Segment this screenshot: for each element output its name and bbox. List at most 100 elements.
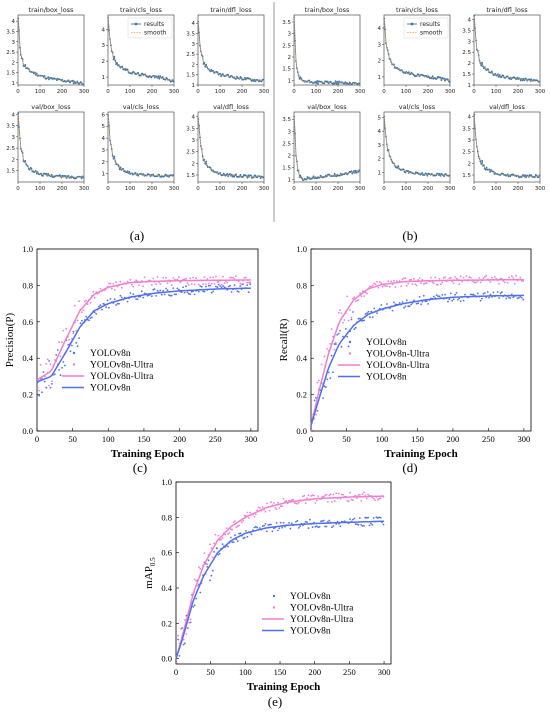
y-tick-label: 0.4 xyxy=(22,353,33,363)
results-point xyxy=(312,175,315,178)
data-point xyxy=(330,328,333,330)
data-point xyxy=(427,303,429,305)
data-point xyxy=(86,303,89,305)
data-point xyxy=(442,277,445,279)
smooth-line xyxy=(197,19,263,82)
y-tick-label: 3 xyxy=(378,42,382,48)
data-point xyxy=(329,343,332,345)
data-point xyxy=(320,363,323,366)
results-point xyxy=(510,78,513,81)
data-point xyxy=(113,289,116,291)
plot-frame xyxy=(107,14,175,86)
loss-legend: results smooth xyxy=(403,17,449,39)
data-point xyxy=(231,528,234,531)
results-point xyxy=(112,58,115,61)
data-point xyxy=(309,518,311,521)
data-point xyxy=(239,285,242,287)
data-point xyxy=(221,537,224,539)
plot-frame xyxy=(473,14,541,86)
results-point xyxy=(354,171,356,174)
data-point xyxy=(349,518,351,521)
data-point xyxy=(346,335,349,338)
data-point xyxy=(357,494,360,496)
data-point xyxy=(223,282,226,284)
results-point xyxy=(500,76,503,79)
y-tick-label: 1.5 xyxy=(186,73,195,79)
data-point xyxy=(162,277,165,279)
data-point xyxy=(66,344,69,346)
results-point xyxy=(137,72,140,74)
data-point xyxy=(326,347,329,350)
results-point xyxy=(357,170,360,173)
data-point xyxy=(116,285,119,288)
data-point xyxy=(85,315,88,318)
data-point xyxy=(354,300,357,302)
y-axis-label-subscript: 0.5 xyxy=(149,557,157,566)
data-point xyxy=(230,291,233,293)
data-point xyxy=(438,278,441,280)
data-point xyxy=(175,661,178,664)
data-point xyxy=(370,522,372,525)
data-point xyxy=(264,510,267,513)
loss-subplot: val/dfl_loss 1.5 2 2.5 3 3.5 4 0 100 200 300 xyxy=(462,103,545,192)
data-point xyxy=(357,299,360,302)
data-point xyxy=(296,503,299,505)
x-tick-label: 0 xyxy=(292,186,296,192)
data-point xyxy=(444,293,446,296)
data-point xyxy=(334,341,337,344)
data-point xyxy=(346,295,349,298)
data-point xyxy=(421,278,424,281)
results-point xyxy=(516,76,519,79)
data-point xyxy=(454,276,456,278)
results-point xyxy=(317,82,319,85)
legend-label: YOLOv8n xyxy=(366,338,407,348)
x-tick-label: 150 xyxy=(138,434,151,444)
x-tick-label: 200 xyxy=(423,89,434,95)
data-point xyxy=(333,348,336,351)
results-point xyxy=(448,81,451,83)
y-tick-label: 0.0 xyxy=(296,426,307,436)
results-point xyxy=(421,172,423,174)
data-point xyxy=(421,300,424,303)
data-point xyxy=(415,284,418,287)
data-point xyxy=(317,379,320,382)
y-tick-label: 2 xyxy=(192,161,196,167)
x-axis-label: Training Epoch xyxy=(111,448,184,460)
data-point xyxy=(457,298,459,301)
data-point xyxy=(370,310,373,313)
data-point xyxy=(116,302,119,305)
data-point xyxy=(484,276,486,278)
x-tick-label: 100 xyxy=(401,186,412,192)
data-point xyxy=(323,355,326,358)
data-point xyxy=(229,536,232,539)
data-point xyxy=(306,521,308,524)
data-point xyxy=(223,286,226,289)
data-point xyxy=(304,520,307,523)
x-tick-label: 200 xyxy=(147,89,158,95)
data-point xyxy=(476,292,479,295)
data-point xyxy=(173,293,176,296)
plot-frame xyxy=(17,111,85,183)
data-point xyxy=(95,313,98,315)
loss-subplot: val/dfl_loss 1.5 2 2.5 3 3.5 4 0 100 200 300 xyxy=(186,103,269,192)
data-point xyxy=(182,286,185,289)
data-point xyxy=(297,527,300,529)
legend-label: YOLOv8n-Ultra xyxy=(90,372,154,382)
results-point xyxy=(446,78,449,81)
data-point xyxy=(491,276,493,279)
data-point xyxy=(323,385,326,388)
data-point xyxy=(339,309,341,312)
results-point xyxy=(172,174,175,177)
data-point xyxy=(311,494,314,497)
data-point xyxy=(373,307,376,310)
data-point xyxy=(79,322,82,325)
data-point xyxy=(130,283,133,286)
data-point xyxy=(62,329,65,332)
data-point xyxy=(152,288,155,291)
data-point xyxy=(229,284,232,287)
data-point xyxy=(180,291,183,293)
x-tick-label: 50 xyxy=(206,667,215,677)
data-point xyxy=(282,521,285,524)
data-point xyxy=(384,285,387,288)
data-point xyxy=(496,291,499,293)
